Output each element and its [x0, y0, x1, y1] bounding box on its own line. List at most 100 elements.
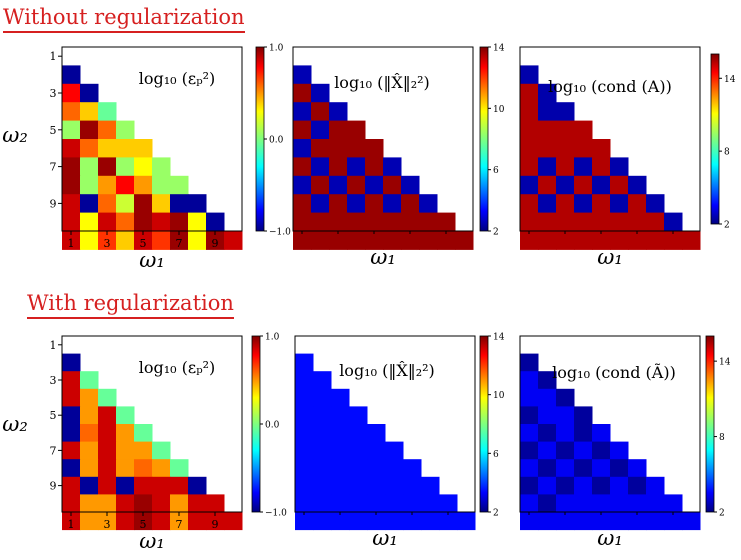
heatmap-cell	[682, 512, 701, 531]
heatmap-cell	[538, 388, 557, 407]
colorbar-tick-label: 2	[719, 509, 725, 519]
heatmap-cell	[365, 175, 384, 195]
heatmap-cell	[646, 231, 665, 250]
heatmap-cell	[295, 494, 314, 513]
heatmap-cell	[385, 476, 404, 495]
y-tick-label: 3	[50, 374, 57, 387]
heatmap-cell	[293, 212, 312, 232]
heatmap-cell	[574, 120, 593, 140]
panel-title: log₁₀ (cond (A))	[548, 77, 672, 96]
heatmap-cell	[574, 459, 593, 478]
colorbar	[479, 335, 489, 513]
heatmap-cell	[62, 83, 81, 103]
heatmap-border	[294, 335, 476, 513]
panel-title: log₁₀ (εₚ²)	[139, 358, 216, 377]
colorbar	[251, 335, 261, 513]
heatmap-cell	[520, 476, 539, 495]
heatmap-cell	[311, 157, 330, 177]
heatmap-cell	[116, 212, 135, 232]
heatmap-cell	[349, 494, 368, 513]
heatmap-cell	[367, 424, 386, 443]
heatmap-cell	[293, 139, 312, 158]
heatmap-cell	[365, 212, 384, 232]
heatmap-cell	[80, 512, 99, 531]
heatmap-cell	[170, 494, 189, 513]
heatmap-cell	[538, 194, 557, 214]
heatmap-cell	[457, 512, 476, 531]
heatmap-cell	[520, 353, 539, 372]
colorbar-tick-label: 1.0	[269, 44, 284, 54]
heatmap-cell	[329, 120, 348, 140]
heatmap-cell	[455, 231, 474, 250]
heatmap-cell	[610, 476, 629, 495]
heatmap-cell	[152, 512, 171, 531]
heatmap-cell	[520, 157, 539, 177]
heatmap-cell	[538, 120, 557, 140]
heatmap-cell	[538, 424, 557, 443]
heatmap-cell	[592, 459, 611, 478]
heatmap-cell	[152, 459, 171, 478]
heatmap-cell	[80, 194, 99, 214]
section-underline	[3, 31, 245, 33]
heatmap-cell	[134, 512, 153, 531]
heatmap-cell	[367, 494, 386, 513]
heatmap-cell	[331, 512, 350, 531]
heatmap-cell	[62, 65, 81, 85]
heatmap-cell	[62, 494, 81, 513]
heatmap-cell	[134, 139, 153, 158]
heatmap-cell	[383, 194, 402, 214]
heatmap-cell	[295, 371, 314, 390]
heatmap-cell	[520, 194, 539, 214]
heatmap-cell	[152, 212, 171, 232]
heatmap-cell	[170, 459, 189, 478]
heatmap-cell	[556, 175, 575, 195]
heatmap-cell	[520, 459, 539, 478]
heatmap-cell	[520, 441, 539, 460]
heatmap-cell	[628, 476, 647, 495]
heatmap-cell	[62, 139, 81, 158]
x-axis-label: ω₁	[370, 245, 396, 269]
heatmap-cell	[520, 512, 539, 531]
y-tick-label: 1	[50, 50, 57, 63]
heatmap-cell	[610, 212, 629, 232]
heatmap-cell	[520, 231, 539, 250]
heatmap-cell	[556, 212, 575, 232]
heatmap-cell	[347, 157, 366, 177]
heatmap-cell	[401, 194, 420, 214]
heatmap-cell	[592, 424, 611, 443]
heatmap-cell	[80, 476, 99, 495]
heatmap-cell	[116, 424, 135, 443]
heatmap-cell	[664, 494, 683, 513]
heatmap-cell	[116, 441, 135, 460]
heatmap-cell	[293, 175, 312, 195]
heatmap-cell	[293, 83, 312, 103]
heatmap-cell	[347, 212, 366, 232]
heatmap-cell	[313, 459, 332, 478]
x-axis-label: ω₁	[597, 526, 623, 550]
heatmap-cell	[574, 406, 593, 425]
heatmap-cell	[152, 194, 171, 214]
colorbar-tick-label: 0.0	[265, 421, 280, 431]
heatmap-cell	[520, 83, 539, 103]
x-tick-label: 9	[212, 237, 219, 250]
heatmap-cell	[592, 441, 611, 460]
heatmap-cell	[385, 494, 404, 513]
heatmap-cell	[62, 194, 81, 214]
heatmap-cell	[293, 194, 312, 214]
y-tick-label: 5	[50, 124, 57, 137]
heatmap-cell	[62, 212, 81, 232]
heatmap-cell	[329, 102, 348, 122]
heatmap-cell	[80, 157, 99, 177]
heatmap-cell	[556, 388, 575, 407]
colorbar-tick-label: −1.0	[265, 509, 287, 519]
heatmap-cell	[134, 231, 153, 250]
heatmap-cell	[628, 512, 647, 531]
heatmap-cell	[437, 231, 456, 250]
heatmap-cell	[188, 212, 207, 232]
heatmap-cell	[188, 476, 207, 495]
heatmap-cell	[610, 494, 629, 513]
heatmap-cell	[80, 459, 99, 478]
heatmap-cell	[628, 212, 647, 232]
heatmap-cell	[331, 459, 350, 478]
heatmap-cell	[628, 175, 647, 195]
